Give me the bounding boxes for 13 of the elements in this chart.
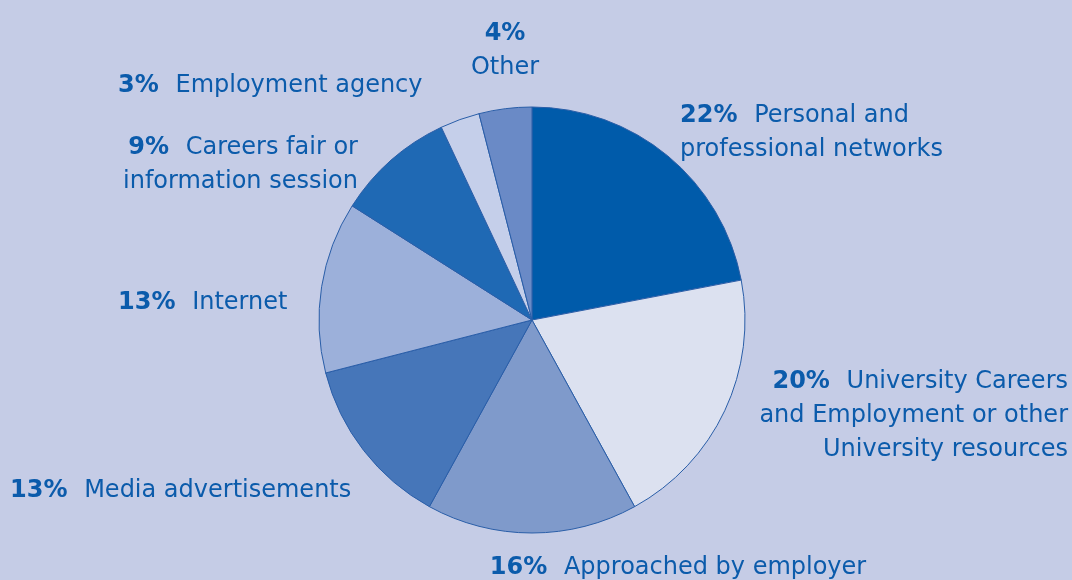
data-label: 20% [772, 366, 847, 394]
data-label: 13% [118, 287, 193, 315]
slice-label: Approached by employer [563, 552, 867, 580]
slice-label: Employment agency [175, 70, 423, 98]
slice-label: Media advertisements [84, 475, 352, 503]
slice-label: Internet [192, 287, 288, 315]
data-label: 4% [484, 18, 526, 46]
data-label: 3% [118, 70, 176, 98]
data-label: 16% [489, 552, 564, 580]
data-label: 22% [680, 100, 755, 128]
data-label: 9% [128, 132, 186, 160]
slice-label: Other [470, 52, 540, 80]
data-label: 13% [10, 475, 85, 503]
